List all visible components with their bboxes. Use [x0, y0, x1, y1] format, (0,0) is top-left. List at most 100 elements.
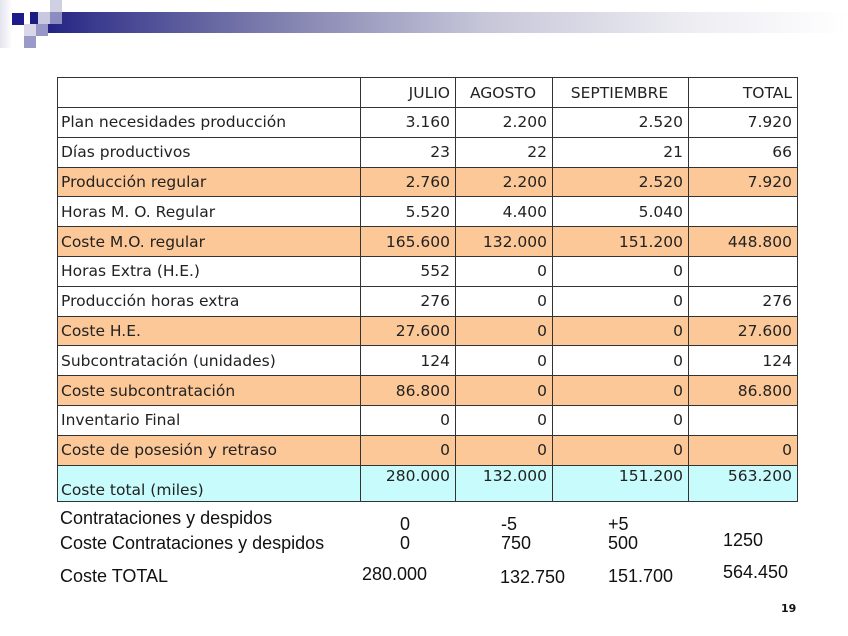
header-agosto: AGOSTO [455, 77, 553, 108]
cell-julio: 5.520 [360, 196, 456, 228]
cell-agosto: 132.000 [455, 226, 553, 257]
cell-total: 27.600 [688, 315, 798, 347]
cell-julio: 3.160 [360, 107, 456, 138]
cell-agosto: 4.400 [455, 196, 553, 228]
coste-total-julio: 280.000 [362, 564, 428, 584]
row-label: Producción horas extra [57, 285, 361, 317]
cell-julio: 280.000 [360, 464, 456, 502]
cell-septiembre: 0 [552, 315, 689, 347]
coste-total-septiembre: 151.700 [608, 566, 674, 586]
coste-contrataciones-agosto: 750 [501, 533, 532, 553]
cell-total: 448.800 [688, 226, 798, 257]
cell-agosto: 0 [455, 315, 553, 347]
row-label: Coste subcontratación [57, 375, 361, 406]
decor-square [50, 0, 62, 12]
page-number: 19 [781, 602, 797, 615]
table-row: Inventario Final 0 0 0 [57, 404, 798, 436]
header-julio: JULIO [360, 77, 456, 108]
cell-total: 66 [688, 136, 798, 168]
cell-julio: 165.600 [360, 226, 456, 257]
contrataciones-agosto: -5 [501, 514, 518, 534]
cell-agosto: 22 [455, 136, 553, 168]
coste-total-total: 564.450 [723, 562, 789, 582]
row-label: Horas M. O. Regular [57, 196, 361, 228]
cell-septiembre: 5.040 [552, 196, 689, 228]
row-label: Producción regular [57, 166, 361, 198]
decor-square [50, 12, 62, 24]
cell-septiembre: 151.200 [552, 226, 689, 257]
cell-total [688, 404, 798, 436]
decor-square [24, 24, 36, 36]
cell-agosto: 0 [455, 255, 553, 287]
row-label: Días productivos [57, 136, 361, 168]
cell-agosto: 0 [455, 345, 553, 377]
coste-contrataciones-label: Coste Contrataciones y despidos [60, 533, 325, 553]
cell-total: 7.920 [688, 166, 798, 198]
cell-julio: 86.800 [360, 375, 456, 406]
cell-agosto: 2.200 [455, 166, 553, 198]
title-banner-gradient [30, 12, 848, 33]
cell-total: 86.800 [688, 375, 798, 406]
cell-septiembre: 2.520 [552, 166, 689, 198]
cell-total [688, 255, 798, 287]
table-row: Horas Extra (H.E.) 552 0 0 [57, 255, 798, 287]
header-septiembre: SEPTIEMBRE [552, 77, 689, 108]
cell-septiembre: 21 [552, 136, 689, 168]
table-row: Producción horas extra 276 0 0 276 [57, 285, 798, 317]
contrataciones-julio: 0 [400, 514, 411, 534]
row-label: Inventario Final [57, 404, 361, 436]
cell-julio: 27.600 [360, 315, 456, 347]
cell-julio: 0 [360, 404, 456, 436]
cell-julio: 0 [360, 434, 456, 466]
cell-septiembre: 0 [552, 404, 689, 436]
cell-agosto: 0 [455, 285, 553, 317]
row-label: Coste H.E. [57, 315, 361, 347]
coste-contrataciones-septiembre: 500 [608, 533, 639, 553]
cell-total: 7.920 [688, 107, 798, 138]
cell-julio: 23 [360, 136, 456, 168]
table-row: Coste total (miles) 280.000 132.000 151.200… [57, 464, 798, 502]
row-label: Subcontratación (unidades) [57, 345, 361, 377]
cell-total: 276 [688, 285, 798, 317]
cell-agosto: 2.200 [455, 107, 553, 138]
cell-septiembre: 0 [552, 434, 689, 466]
cell-septiembre: 0 [552, 285, 689, 317]
table-row: Subcontratación (unidades) 124 0 0 124 [57, 345, 798, 377]
row-label: Coste M.O. regular [57, 226, 361, 257]
decor-square [24, 36, 36, 48]
table-row: Coste de posesión y retraso 0 0 0 0 [57, 434, 798, 466]
table-row: Coste M.O. regular 165.600 132.000 151.200 4… [57, 226, 798, 257]
cell-total: 0 [688, 434, 798, 466]
decor-square [36, 24, 48, 36]
row-label: Horas Extra (H.E.) [57, 255, 361, 287]
cell-septiembre: 151.200 [552, 464, 689, 502]
row-label: Plan necesidades producción [57, 107, 361, 138]
coste-total-label: Coste TOTAL [60, 566, 169, 586]
table-row: Días productivos 23 22 21 66 [57, 136, 798, 168]
coste-contrataciones-julio: 0 [400, 533, 411, 553]
cell-julio: 124 [360, 345, 456, 377]
table-header-row: JULIO AGOSTO SEPTIEMBRE TOTAL [57, 77, 798, 108]
decor-square [12, 13, 24, 25]
cell-agosto: 0 [455, 434, 553, 466]
table-row: Horas M. O. Regular 5.520 4.400 5.040 [57, 196, 798, 228]
header-cell-empty [57, 77, 361, 108]
row-label: Coste total (miles) [57, 464, 361, 502]
cell-total: 563.200 [688, 464, 798, 502]
cell-septiembre: 0 [552, 345, 689, 377]
cell-total: 124 [688, 345, 798, 377]
contrataciones-septiembre: +5 [608, 514, 629, 534]
coste-contrataciones-total: 1250 [723, 530, 764, 550]
header-total: TOTAL [688, 77, 798, 108]
cell-julio: 2.760 [360, 166, 456, 198]
decor-square [38, 12, 50, 24]
cell-septiembre: 0 [552, 255, 689, 287]
table-row: Coste subcontratación 86.800 0 0 86.800 [57, 375, 798, 406]
coste-total-agosto: 132.750 [500, 567, 566, 587]
cell-agosto: 0 [455, 375, 553, 406]
cell-total [688, 196, 798, 228]
table-row: Producción regular 2.760 2.200 2.520 7.920 [57, 166, 798, 198]
table-row: Plan necesidades producción 3.160 2.200 2.5… [57, 107, 798, 138]
decor-square [0, 0, 12, 48]
cell-julio: 552 [360, 255, 456, 287]
